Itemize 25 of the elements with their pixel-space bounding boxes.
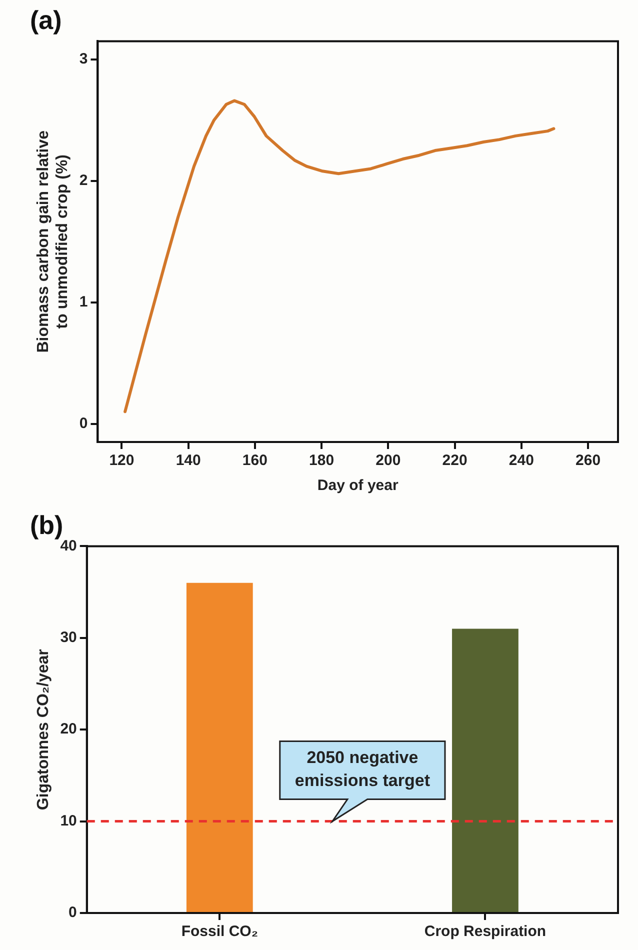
chart-title: (b) [30,510,64,540]
y-tick-label: 40 [60,537,77,554]
chart-title: (a) [30,4,62,35]
x-tick-label: 260 [576,452,601,470]
y-tick-label: 0 [68,904,77,922]
x-tick-label: 240 [508,452,534,470]
x-tick-label: 120 [109,452,134,470]
y-tick-label: 20 [60,720,77,738]
y-axis-title: Gigatonnes CO₂/year [35,649,52,810]
y-tick-label: 10 [60,812,77,830]
y-tick-label: 0 [79,414,88,432]
x-tick-label: Crop Respiration [424,923,546,940]
x-tick-label: 160 [242,452,268,470]
y-axis-title: Biomass carbon gain relative to unmodified crop (%) [35,130,72,353]
x-tick-label: 220 [442,452,468,470]
ref-line-label: 2050 negative emissions target [294,748,430,790]
y-tick-label: 3 [79,50,88,68]
x-tick-label: 200 [376,452,401,470]
x-tick-label: 180 [309,452,334,470]
x-axis-title: Day of year [317,477,398,494]
x-tick-label: 140 [176,452,201,470]
x-tick-label: Fossil CO₂ [181,923,258,940]
y-tick-label: 1 [79,293,88,310]
y-tick-label: 30 [60,629,77,646]
y-tick-label: 2 [79,172,88,190]
